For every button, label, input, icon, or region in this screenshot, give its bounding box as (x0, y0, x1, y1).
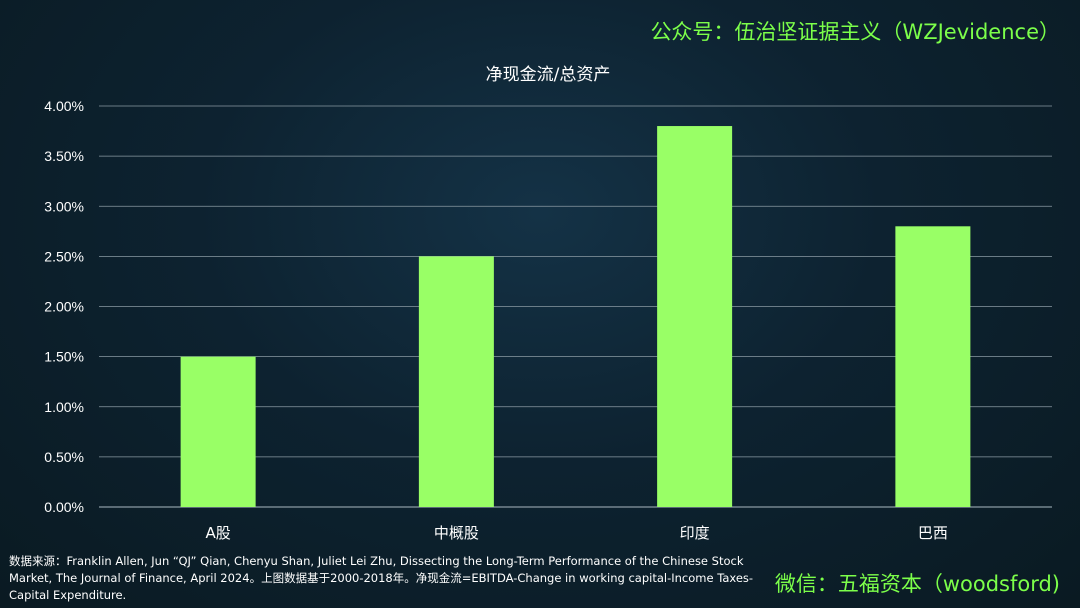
x-category-label: 印度 (680, 524, 710, 542)
x-axis-categories: A股 中概股 印度 巴西 (205, 524, 947, 542)
y-tick-label: 2.00% (44, 299, 84, 315)
watermark-top: 公众号：伍治坚证据主义（WZJevidence） (650, 20, 1060, 44)
bar-4 (895, 226, 971, 508)
bars (180, 126, 971, 508)
y-tick-label: 3.00% (44, 198, 84, 214)
grid-lines (99, 105, 1052, 508)
chart-title: 净现金流/总资产 (486, 65, 611, 85)
y-tick-label: 2.50% (44, 248, 84, 264)
x-category-label: 中概股 (434, 524, 479, 542)
bar-1 (180, 356, 256, 507)
y-tick-label: 4.00% (44, 98, 84, 114)
source-note: 数据来源：Franklin Allen, Jun “QJ” Qian, Chen… (9, 554, 754, 602)
bar-3 (657, 126, 733, 508)
x-category-label: A股 (205, 524, 230, 542)
y-tick-label: 1.50% (44, 349, 84, 365)
y-tick-label: 0.00% (44, 499, 84, 515)
x-category-label: 巴西 (918, 524, 948, 542)
watermark-bottom: 微信：五福资本（woodsford) (774, 572, 1060, 596)
y-axis-ticks: 0.00% 0.50% 1.00% 1.50% 2.00% 2.50% 3.00% 3.50%… (44, 98, 84, 515)
y-tick-label: 3.50% (44, 148, 84, 164)
bar-2 (418, 256, 494, 507)
y-tick-label: 0.50% (44, 449, 84, 465)
y-tick-label: 1.00% (44, 399, 84, 415)
